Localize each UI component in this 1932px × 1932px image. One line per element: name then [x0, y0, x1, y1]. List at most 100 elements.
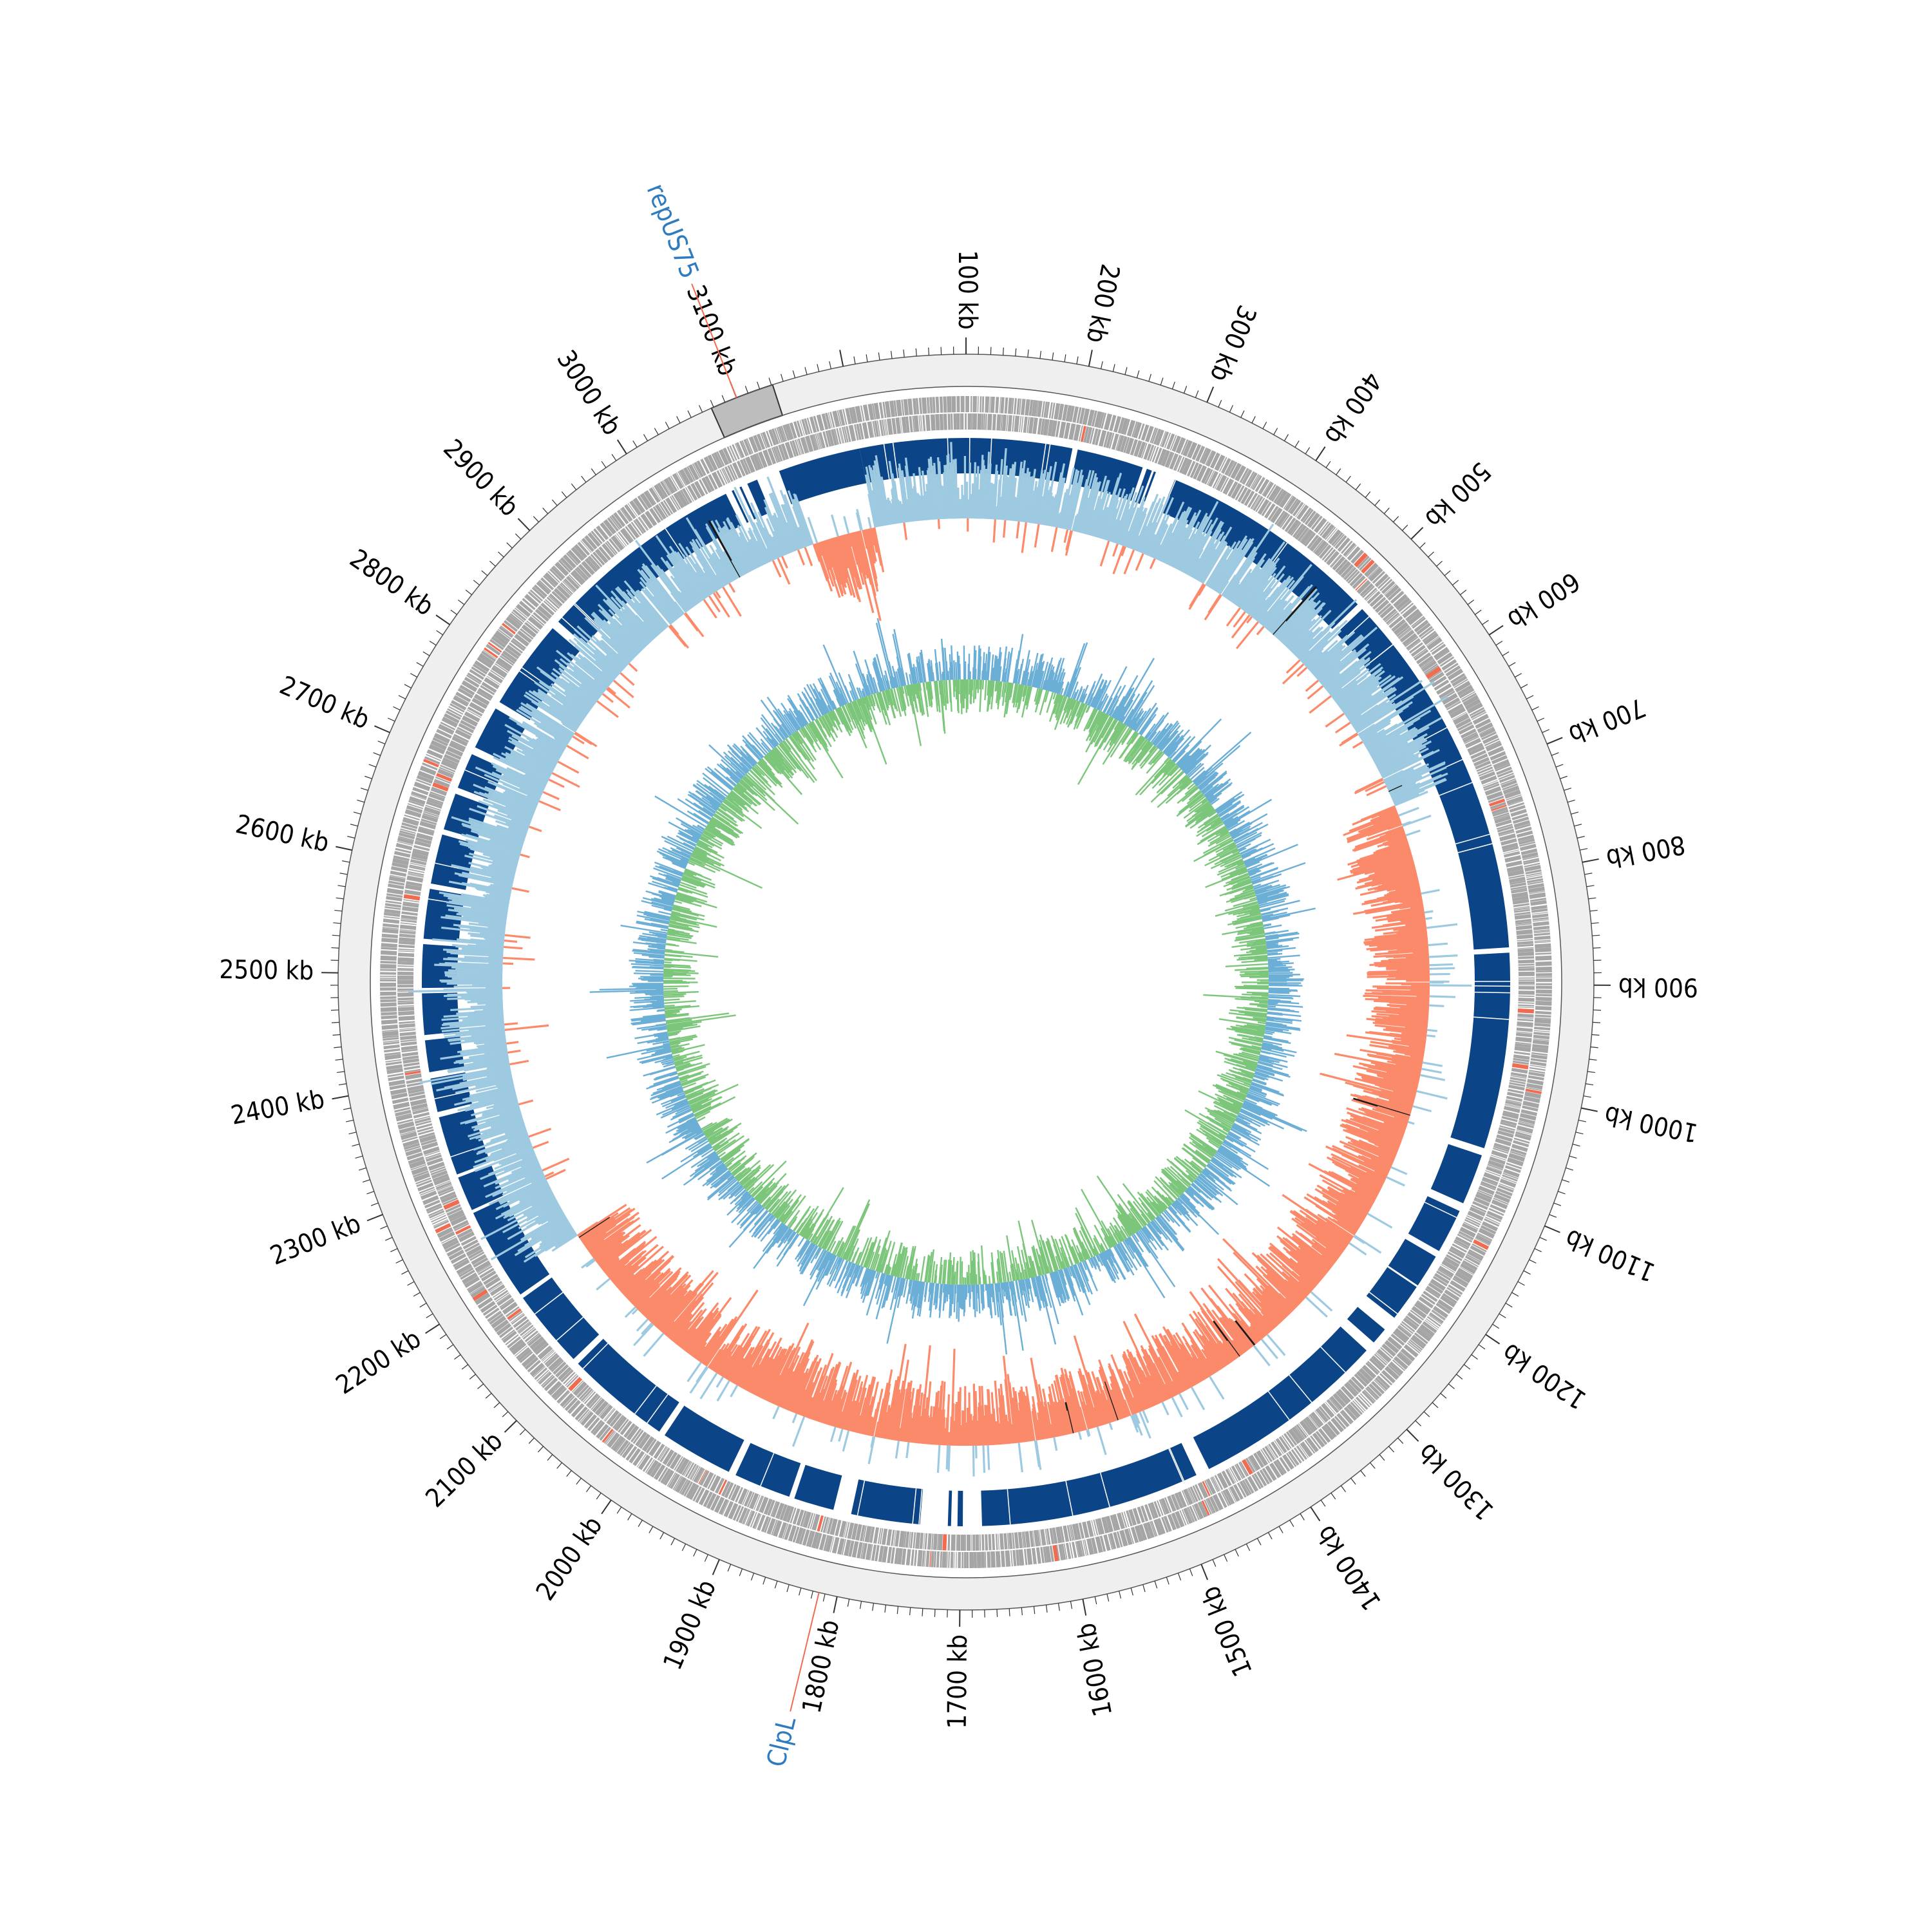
cds-forward-block [1497, 770, 1513, 778]
cds-forward-block [1387, 1364, 1401, 1377]
minor-tick [1415, 1420, 1421, 1426]
cds-reverse-block [972, 1534, 976, 1551]
cds-reverse-block [1196, 465, 1208, 482]
cds-reverse-block [1374, 599, 1390, 613]
cds-forward-block [1374, 1377, 1388, 1390]
cds-reverse-block [1332, 1392, 1347, 1408]
cds-reverse-block [1487, 1164, 1503, 1171]
cds-reverse-block [874, 421, 879, 437]
cds-reverse-block [1504, 855, 1522, 863]
cds-forward-block [1346, 1403, 1361, 1419]
blast-hit-segment [1450, 952, 1510, 1148]
cds-forward-block [1020, 399, 1026, 415]
cds-reverse-block [1105, 1515, 1113, 1533]
cds-forward-block [468, 1282, 484, 1294]
cds-reverse-block [1417, 1300, 1432, 1311]
cds-forward-block [456, 1263, 472, 1274]
cds-forward-block [799, 1528, 806, 1545]
gc-bar [1305, 1296, 1328, 1318]
cds-forward-block [857, 1542, 863, 1558]
cds-forward-block [1336, 1413, 1350, 1428]
cds-reverse-block [1443, 1256, 1460, 1268]
minor-tick [1383, 507, 1390, 515]
cds-reverse-block [1174, 1492, 1184, 1509]
cds-reverse-block [908, 1531, 911, 1548]
cds-forward-block [1075, 1540, 1083, 1557]
cds-reverse-block [877, 1528, 882, 1544]
cds-reverse-block [1461, 1222, 1478, 1233]
minor-tick [1505, 1303, 1513, 1308]
cds-reverse-block [1148, 1503, 1155, 1519]
cds-forward-block [1535, 961, 1552, 967]
cds-forward-block [695, 1487, 705, 1503]
cds-forward-block [1535, 983, 1552, 985]
cds-forward-block [723, 448, 733, 464]
cds-reverse-block [1441, 1264, 1455, 1273]
cds-forward-block [901, 399, 905, 416]
cds-reverse-block [1511, 889, 1528, 894]
cds-reverse-block [786, 1506, 795, 1523]
cds-forward-block [1464, 698, 1481, 710]
cds-reverse-block [1448, 703, 1464, 715]
gc-bar [1422, 1061, 1443, 1067]
cds-forward-block [1023, 1549, 1028, 1566]
cds-forward-block [1499, 775, 1515, 783]
gc-bar [1405, 829, 1421, 837]
cds-reverse-block [1396, 625, 1410, 638]
cds-reverse-block [903, 1531, 907, 1548]
cds-forward-block [806, 1530, 813, 1547]
cds-forward-block [884, 401, 891, 418]
cds-forward-block [761, 1516, 770, 1533]
cds-reverse-block [1436, 1270, 1452, 1281]
cds-forward-block [1379, 1373, 1393, 1386]
major-tick [1310, 1506, 1321, 1522]
cds-reverse-block [1421, 659, 1435, 670]
cds-forward-block [429, 1210, 445, 1219]
cds-forward-block [683, 1481, 694, 1497]
minor-tick [571, 483, 577, 490]
cds-reverse-block [920, 415, 923, 431]
cds-forward-block [1367, 566, 1380, 579]
cds-reverse-block [1034, 1530, 1039, 1547]
cds-forward-block [1513, 820, 1531, 828]
cds-reverse-block [1040, 419, 1045, 435]
cds-reverse-block [1092, 428, 1099, 445]
cds-reverse-block [1506, 865, 1524, 873]
cds-forward-block [1013, 398, 1018, 415]
cds-reverse-block [1045, 1528, 1048, 1545]
cds-forward-block [1475, 718, 1492, 729]
cds-reverse-block [975, 1534, 980, 1551]
cds-reverse-block [1497, 826, 1513, 833]
gc-bar [1416, 1090, 1448, 1100]
cds-forward-block [1036, 1547, 1041, 1564]
cds-reverse-block [1504, 1104, 1521, 1109]
cds-forward-block [551, 1385, 565, 1399]
cds-reverse-block [1150, 1502, 1159, 1519]
cds-forward-block [415, 1177, 431, 1185]
cds-forward-block [424, 1199, 440, 1209]
cds-forward-block [381, 1019, 398, 1025]
gc-bar [1235, 621, 1259, 649]
minor-tick [1584, 873, 1593, 875]
gc-bar [936, 1444, 941, 1473]
cds-forward-block [766, 430, 773, 447]
minor-tick [616, 1506, 622, 1514]
cds-forward-block [1526, 874, 1542, 878]
minor-tick [670, 1538, 676, 1546]
cds-reverse-block [1407, 640, 1421, 651]
cds-forward-block [932, 397, 936, 413]
cds-reverse-block [1014, 1532, 1019, 1549]
cds-forward-block [1065, 1542, 1072, 1559]
cds-reverse-block [1476, 764, 1492, 772]
cds-forward-block [1175, 1511, 1185, 1528]
cds-forward-block [1385, 584, 1399, 599]
cds-forward-block [1495, 1191, 1511, 1199]
cds-reverse-block [1518, 995, 1535, 998]
cds-reverse-block [1517, 947, 1534, 949]
cds-reverse-block [1157, 1500, 1164, 1516]
gc-bar [838, 1428, 844, 1442]
cds-reverse-block [397, 975, 414, 980]
minor-tick [1235, 1549, 1239, 1557]
cds-forward-block [1108, 1533, 1113, 1550]
cds-forward-block [1468, 1249, 1484, 1259]
